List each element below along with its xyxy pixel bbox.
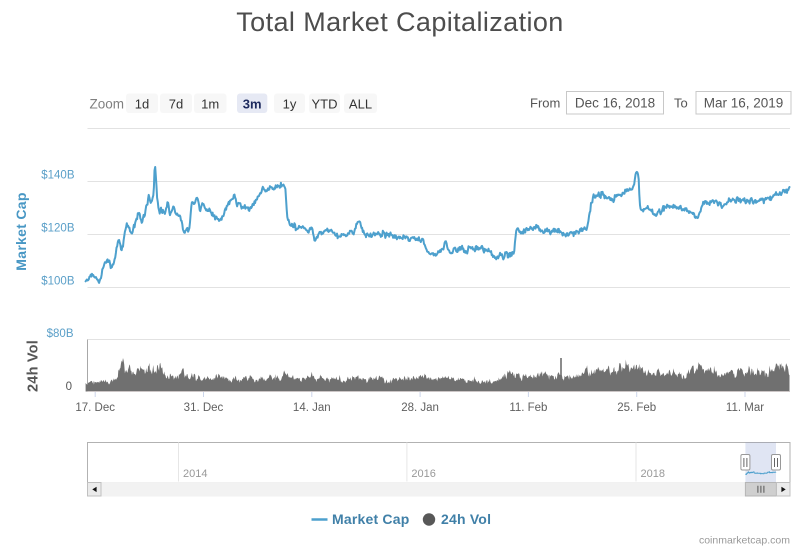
svg-text:1d: 1d xyxy=(135,97,149,112)
svg-text:From: From xyxy=(530,96,560,111)
svg-text:Dec 16, 2018: Dec 16, 2018 xyxy=(575,96,655,111)
svg-text:coinmarketcap.com: coinmarketcap.com xyxy=(699,535,790,547)
svg-text:Mar 16, 2019: Mar 16, 2019 xyxy=(704,96,784,111)
svg-text:ALL: ALL xyxy=(349,97,372,112)
svg-text:Market Cap: Market Cap xyxy=(332,511,409,527)
svg-text:1y: 1y xyxy=(283,97,297,112)
svg-text:To: To xyxy=(674,96,688,111)
svg-text:$80B: $80B xyxy=(47,328,74,340)
svg-text:28. Jan: 28. Jan xyxy=(401,402,439,414)
svg-text:Total Market Capitalization: Total Market Capitalization xyxy=(236,7,563,37)
svg-text:2014: 2014 xyxy=(183,468,207,480)
svg-text:24h Vol: 24h Vol xyxy=(441,511,491,527)
svg-text:$140B: $140B xyxy=(41,170,75,182)
svg-text:Zoom: Zoom xyxy=(90,97,125,112)
svg-text:2016: 2016 xyxy=(411,468,435,480)
svg-text:3m: 3m xyxy=(243,97,262,112)
svg-text:17. Dec: 17. Dec xyxy=(75,402,115,414)
svg-text:Market Cap: Market Cap xyxy=(13,192,29,270)
svg-text:YTD: YTD xyxy=(312,97,338,112)
svg-text:2018: 2018 xyxy=(641,468,665,480)
svg-text:1m: 1m xyxy=(201,97,219,112)
svg-text:0: 0 xyxy=(66,381,72,393)
svg-text:31. Dec: 31. Dec xyxy=(184,402,224,414)
svg-text:$100B: $100B xyxy=(41,276,75,288)
svg-text:$120B: $120B xyxy=(41,223,75,235)
svg-text:11. Feb: 11. Feb xyxy=(509,402,547,414)
svg-text:24h Vol: 24h Vol xyxy=(26,340,42,392)
svg-text:7d: 7d xyxy=(169,97,183,112)
svg-text:14. Jan: 14. Jan xyxy=(293,402,331,414)
svg-text:25. Feb: 25. Feb xyxy=(617,402,656,414)
svg-text:11. Mar: 11. Mar xyxy=(726,402,764,414)
